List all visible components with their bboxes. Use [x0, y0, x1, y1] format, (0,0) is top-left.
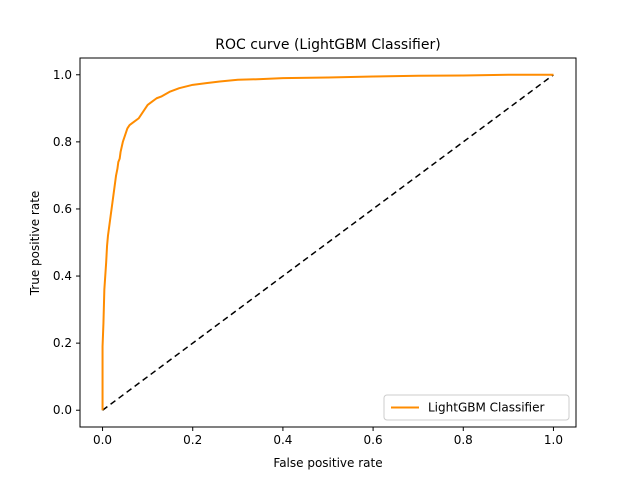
legend-box: [383, 394, 570, 421]
legend-label: LightGBM Classifier: [428, 401, 544, 415]
chance-diagonal-line: [102, 74, 554, 411]
x-axis-label: False positive rate: [273, 456, 382, 470]
x-tick-label: 0.4: [273, 433, 292, 447]
axis-ticks: 0.0 0.2 0.4 0.6 0.8 1.0 0.0 0.2 0.4 0.6 0.8 1.0: [53, 68, 563, 447]
y-axis-label: True positive rate: [28, 191, 42, 297]
y-tick-label: 0.8: [53, 135, 72, 149]
y-tick-label: 0.2: [53, 336, 72, 350]
x-tick-label: 1.0: [544, 433, 563, 447]
plot-area: [79, 57, 577, 428]
axes-frame: [79, 57, 577, 428]
legend: LightGBM Classifier: [383, 394, 570, 421]
x-tick-label: 0.0: [93, 433, 112, 447]
y-tick-label: 0.4: [53, 269, 72, 283]
x-tick-label: 0.6: [364, 433, 383, 447]
y-tick-label: 0.0: [53, 403, 72, 417]
y-tick-label: 1.0: [53, 68, 72, 82]
x-tick-label: 0.2: [183, 433, 202, 447]
chart-title: ROC curve (LightGBM Classifier): [215, 37, 440, 53]
y-tick-label: 0.6: [53, 202, 72, 216]
roc-curve-line: [101, 73, 554, 411]
x-tick-label: 0.8: [454, 433, 473, 447]
